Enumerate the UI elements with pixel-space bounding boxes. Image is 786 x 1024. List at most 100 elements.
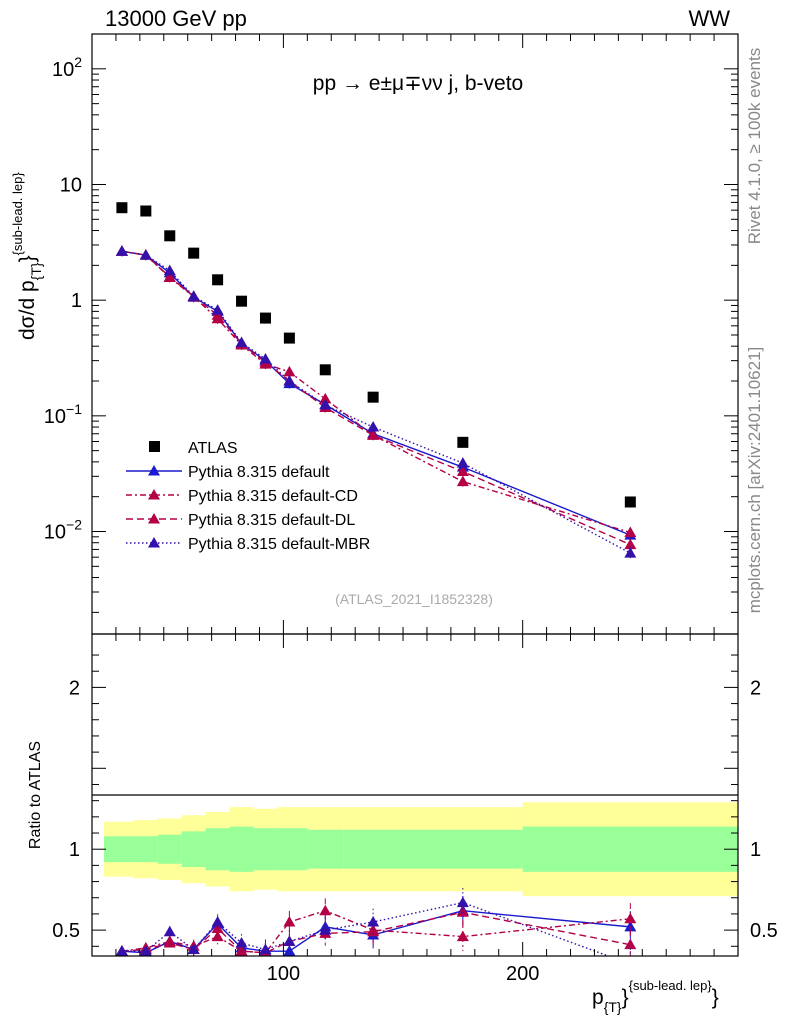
ratio-data-point <box>259 943 272 955</box>
ratio-data-point <box>187 943 200 955</box>
process-tag: WW <box>688 6 730 31</box>
ratio-data-point <box>319 924 332 935</box>
legend-item: Pythia 8.315 default-MBR <box>126 536 370 553</box>
stat-uncertainty-band <box>229 826 254 872</box>
atlas-data-point <box>116 202 128 214</box>
legend-label: Pythia 8.315 default-DL <box>188 512 355 529</box>
legend-label: Pythia 8.315 default-CD <box>188 488 358 505</box>
stat-uncertainty-band <box>403 829 523 869</box>
stat-uncertainty-band <box>157 834 182 864</box>
main-axes-ticks: 102 10 1 10−1 10−2 <box>44 33 739 634</box>
atlas-data-point <box>367 391 379 403</box>
legend: ATLAS Pythia 8.315 default Pythia 8.315 de… <box>126 440 370 553</box>
mc-data-point <box>319 399 332 410</box>
energy-label: 13000 GeV pp <box>105 6 247 31</box>
legend-marker-triangle <box>148 489 160 500</box>
atlas-data-point <box>188 247 200 259</box>
atlas-data-point <box>259 312 271 324</box>
analysis-watermark: (ATLAS_2021_I1852328) <box>335 591 493 607</box>
stat-uncertainty-band <box>343 829 404 869</box>
legend-item: ATLAS <box>149 440 238 457</box>
ratio-data-point <box>139 945 152 956</box>
stat-uncertainty-band <box>205 828 230 871</box>
legend-item: Pythia 8.315 default <box>126 464 330 481</box>
stat-uncertainty-band <box>522 826 738 872</box>
ratio-y-tick-label-right: 2 <box>750 677 761 699</box>
ratio-data-point <box>456 930 469 942</box>
ratio-series-pythia-8-315-default-mbr <box>115 888 636 969</box>
stat-uncertainty-band <box>277 828 308 871</box>
mc-data-point <box>624 538 637 550</box>
ratio-y-axis-label: Ratio to ATLAS <box>27 741 44 849</box>
x-axis-label: p{T}}{sub-lead. lep}} <box>592 978 719 1015</box>
main-plot-series <box>115 202 637 559</box>
mc-data-point <box>235 336 248 348</box>
mc-data-point <box>211 304 224 315</box>
mcplots-label: mcplots.cern.ch [arXiv:2401.10621] <box>745 347 764 613</box>
mc-data-point <box>115 245 128 256</box>
ratio-data-point <box>367 916 380 927</box>
ratio-data-point <box>115 945 128 956</box>
mc-data-point <box>624 526 637 538</box>
ratio-y-tick-label: 2 <box>69 677 80 699</box>
atlas-data-point <box>457 436 469 448</box>
atlas-data-point <box>319 364 331 376</box>
legend-marker-triangle <box>148 537 160 548</box>
ratio-y-tick-label: 1 <box>69 839 80 861</box>
ratio-data-point <box>283 935 296 946</box>
x-tick-label: 200 <box>506 963 539 985</box>
stat-uncertainty-band <box>103 836 134 863</box>
mc-data-point <box>319 392 332 404</box>
ratio-uncertainty-bands <box>103 802 738 897</box>
mc-data-point <box>456 465 469 477</box>
main-y-tick-label: 10 <box>60 174 82 196</box>
mc-data-point <box>367 421 380 432</box>
ratio-data-point <box>163 925 176 937</box>
atlas-data-point <box>283 332 295 344</box>
atlas-data-point <box>140 205 152 217</box>
ratio-plot-series <box>115 888 637 969</box>
rivet-version-label: Rivet 4.1.0, ≥ 100k events <box>745 48 764 244</box>
ratio-data-point <box>456 896 469 908</box>
legend-label: Pythia 8.315 default <box>188 464 330 481</box>
mc-data-point <box>259 352 272 364</box>
ratio-data-point <box>163 937 176 948</box>
legend-item: Pythia 8.315 default-CD <box>126 488 358 505</box>
main-plot-title: pp → e±μ∓νν j, b-veto <box>313 72 523 95</box>
stat-uncertainty-band <box>253 828 278 871</box>
svg-text:dσ/d p{T}}{sub-lead. lep}: dσ/d p{T}}{sub-lead. lep} <box>10 172 44 340</box>
ratio-data-point <box>211 916 224 927</box>
main-y-tick-label: 102 <box>52 54 82 81</box>
mc-series-line <box>121 250 631 546</box>
stat-uncertainty-band <box>307 829 344 869</box>
svg-text:p{T}}{sub-lead. lep}}: p{T}}{sub-lead. lep}} <box>592 978 719 1015</box>
legend-marker-triangle <box>148 465 160 476</box>
ratio-data-point <box>283 916 296 927</box>
mc-data-point <box>456 475 469 487</box>
ratio-data-point <box>624 912 637 924</box>
mc-data-point <box>139 249 152 260</box>
atlas-data-point <box>236 295 248 307</box>
ratio-data-point <box>624 958 636 969</box>
ratio-y-tick-label-right: 0.5 <box>750 920 778 942</box>
atlas-data-point <box>212 274 224 286</box>
mc-data-point <box>367 429 380 440</box>
ratio-y-tick-label-right: 1 <box>750 839 761 861</box>
legend-marker-triangle <box>148 513 160 524</box>
ratio-data-point <box>456 906 469 917</box>
series-pythia-8-315-default-mbr <box>115 245 637 559</box>
main-y-axis-label: dσ/d p{T}}{sub-lead. lep} <box>10 172 44 340</box>
atlas-data-point <box>164 230 176 242</box>
ratio-axes-ticks: 0.5 0.5 1 1 2 2 100 200 <box>52 634 778 985</box>
main-y-tick-label: 10−1 <box>44 401 82 428</box>
ratio-data-point <box>624 938 637 950</box>
mc-data-point <box>283 365 296 377</box>
atlas-data-point <box>624 496 636 508</box>
x-tick-label: 100 <box>267 963 300 985</box>
mc-data-point <box>283 375 296 386</box>
mc-data-point <box>163 270 176 282</box>
ratio-data-point <box>319 904 332 916</box>
mc-series-line <box>121 250 631 554</box>
series-atlas <box>116 202 636 508</box>
